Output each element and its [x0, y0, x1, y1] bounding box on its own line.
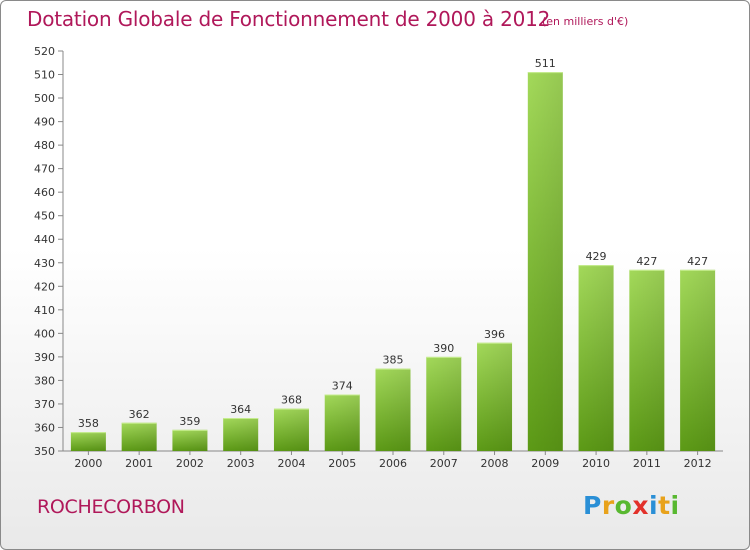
value-label: 368: [281, 394, 302, 407]
y-tick-label: 440: [34, 233, 55, 246]
x-tick-label: 2003: [227, 457, 255, 470]
x-tick-label: 2007: [430, 457, 458, 470]
logo-letter: i: [649, 491, 659, 520]
value-label: 385: [383, 354, 404, 367]
bar-shade: [680, 269, 716, 451]
bar-shade: [223, 418, 259, 451]
value-label: 364: [230, 403, 251, 416]
x-tick-label: 2010: [582, 457, 610, 470]
value-label: 427: [636, 255, 657, 268]
logo-letter: i: [670, 491, 680, 520]
x-tick-label: 2009: [531, 457, 559, 470]
value-label: 358: [78, 417, 99, 430]
y-tick-label: 500: [34, 92, 55, 105]
bar-shade: [375, 368, 411, 451]
logo-letter: x: [632, 491, 649, 520]
y-tick-label: 400: [34, 327, 55, 340]
logo-letter: t: [658, 491, 671, 520]
bar-shade: [426, 356, 462, 451]
value-label: 511: [535, 57, 556, 70]
bar-shade: [70, 432, 106, 451]
value-label: 396: [484, 328, 505, 341]
logo-letter: P: [583, 491, 602, 520]
y-tick-label: 360: [34, 421, 55, 434]
x-tick-label: 2002: [176, 457, 204, 470]
bar-shade: [629, 269, 665, 451]
value-label: 374: [332, 380, 353, 393]
bar-shade: [324, 394, 360, 451]
bar-shade: [578, 265, 614, 451]
x-tick-label: 2011: [633, 457, 661, 470]
y-tick-label: 420: [34, 280, 55, 293]
value-label: 390: [433, 342, 454, 355]
value-label: 427: [687, 255, 708, 268]
value-label: 429: [586, 250, 607, 263]
x-tick-label: 2005: [328, 457, 356, 470]
y-tick-label: 410: [34, 304, 55, 317]
bar-shade: [477, 342, 513, 451]
bar-shade: [273, 408, 309, 451]
x-tick-label: 2012: [684, 457, 712, 470]
y-tick-label: 510: [34, 69, 55, 82]
y-tick-label: 460: [34, 186, 55, 199]
y-tick-label: 390: [34, 351, 55, 364]
bar-shade: [172, 429, 208, 451]
proxiti-logo: Proxiti: [583, 491, 680, 520]
x-tick-label: 2008: [481, 457, 509, 470]
value-label: 359: [179, 415, 200, 428]
x-tick-label: 2006: [379, 457, 407, 470]
chart-unit: (en milliers d'€): [542, 15, 629, 28]
x-tick-label: 2004: [277, 457, 305, 470]
y-tick-label: 430: [34, 257, 55, 270]
x-tick-label: 2000: [74, 457, 102, 470]
y-tick-label: 380: [34, 374, 55, 387]
y-tick-label: 480: [34, 139, 55, 152]
y-tick-label: 520: [34, 45, 55, 58]
logo-letter: o: [614, 491, 633, 520]
y-tick-label: 470: [34, 163, 55, 176]
y-tick-label: 490: [34, 116, 55, 129]
y-tick-label: 450: [34, 210, 55, 223]
x-tick-label: 2001: [125, 457, 153, 470]
logo-letter: r: [601, 491, 615, 520]
commune-name: ROCHECORBON: [37, 496, 185, 518]
value-label: 362: [129, 408, 150, 421]
bar-shade: [527, 72, 563, 452]
y-tick-label: 350: [34, 445, 55, 458]
chart-title: Dotation Globale de Fonctionnement de 20…: [27, 7, 551, 31]
y-tick-label: 370: [34, 398, 55, 411]
bar-shade: [121, 422, 157, 451]
